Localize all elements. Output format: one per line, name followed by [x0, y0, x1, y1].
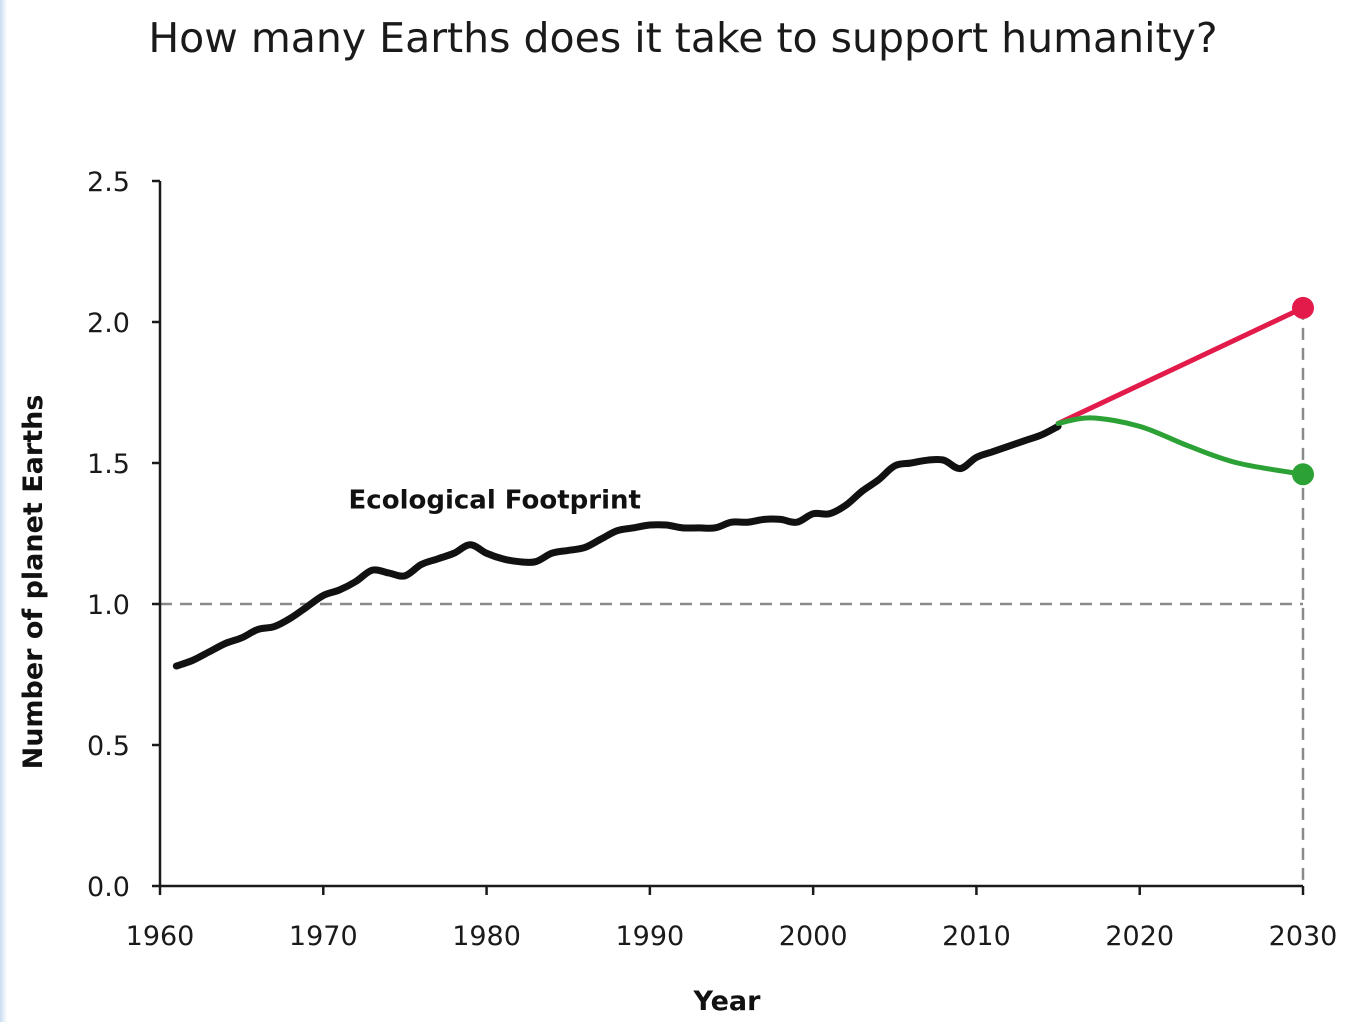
y-axis-title: Number of planet Earths	[18, 395, 49, 770]
y-tick-label: 0.0	[87, 872, 130, 903]
x-axis-title: Year	[693, 986, 762, 1017]
x-tick-label: 2000	[779, 921, 848, 952]
x-tick-label: 2010	[942, 921, 1011, 952]
chart-title: How many Earths does it take to support …	[148, 14, 1218, 62]
x-tick-label: 1980	[452, 921, 521, 952]
business-as-usual-projection-line	[1055, 305, 1306, 427]
y-tick-label: 0.5	[87, 731, 130, 762]
x-tick-label: 1970	[289, 921, 358, 952]
y-tick-label: 2.0	[87, 308, 130, 339]
y-tick-label: 2.5	[87, 167, 130, 198]
y-tick-label: 1.5	[87, 449, 130, 480]
reduced-footprint-2030-marker	[1292, 463, 1314, 486]
x-tick-label: 1990	[615, 921, 684, 952]
ecological-footprint-line	[172, 422, 1062, 670]
x-tick-label: 2020	[1105, 921, 1174, 952]
y-tick-label: 1.0	[87, 590, 130, 621]
left-edge-strip	[0, 0, 7, 1022]
reduced-footprint-projection-line	[1055, 415, 1306, 477]
business-as-usual-2030-marker	[1292, 296, 1314, 319]
x-tick-label: 2030	[1269, 921, 1338, 952]
x-tick-label: 1960	[126, 921, 195, 952]
ecological-footprint-label: Ecological Footprint	[349, 486, 641, 516]
